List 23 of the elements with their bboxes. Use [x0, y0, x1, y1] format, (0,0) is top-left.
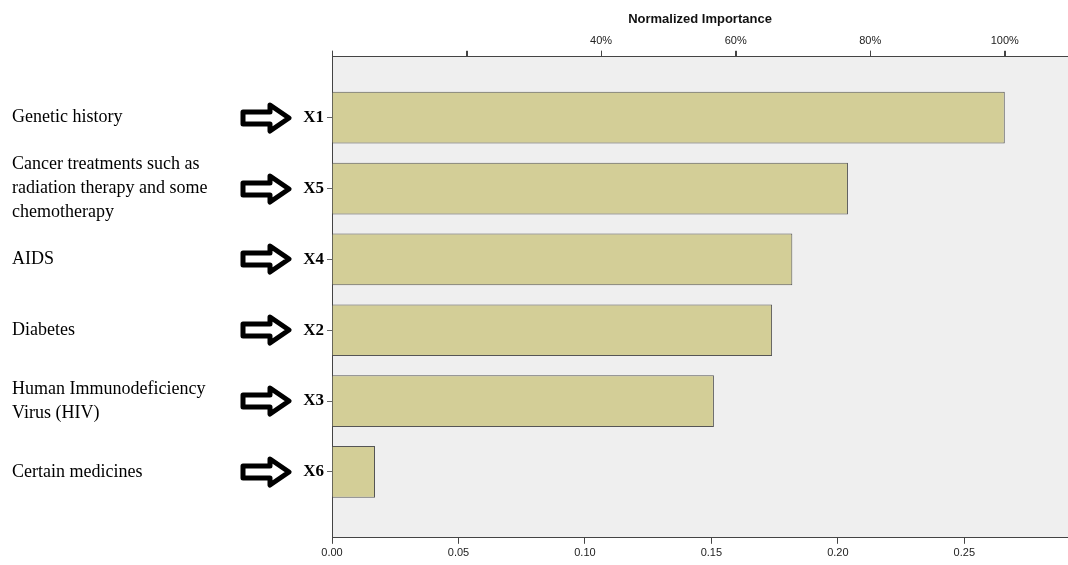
y-tick-label: X3	[303, 390, 324, 410]
x2-tick-label: 40%	[590, 34, 613, 47]
x2-axis-title: Normalized Importance	[628, 11, 772, 27]
x-tick-label: 0.15	[700, 546, 723, 559]
y-tick-label: X2	[303, 319, 324, 339]
x-tick-label: 0.10	[574, 546, 596, 559]
text: Diabetes	[12, 318, 75, 339]
y-tick-label: X5	[303, 177, 324, 197]
x2-tick-label: 60%	[724, 34, 747, 47]
y-tick-label: X1	[303, 107, 324, 127]
x2-tick-label: 100%	[990, 34, 1020, 47]
y-tick-label: X6	[303, 461, 324, 481]
text: Genetic history	[12, 106, 123, 127]
x2-tick-label: 80%	[859, 34, 882, 47]
text: Human Immunodeficiency Virus (HIV)	[12, 377, 206, 423]
x-tick-label: 0.00	[321, 546, 343, 559]
x-tick-label: 0.25	[953, 546, 976, 559]
x-tick-label: 0.05	[447, 546, 470, 559]
text: Cancer treatments such as radiation therapy and some chemotherapy	[12, 153, 208, 222]
x-tick-label: 0.20	[827, 546, 849, 559]
y-tick-label: X4	[303, 248, 325, 268]
text: Certain medicines	[12, 460, 143, 481]
text: AIDS	[12, 248, 55, 269]
